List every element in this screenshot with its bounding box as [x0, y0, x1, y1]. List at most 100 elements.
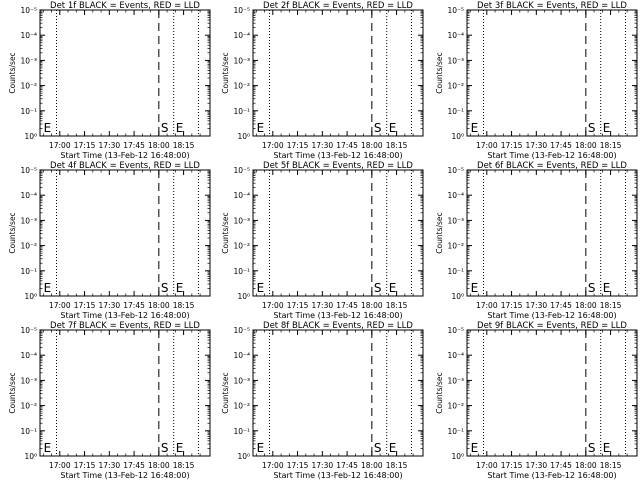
- start-marker-label: S: [374, 281, 382, 295]
- y-tick-label: 10⁻¹: [20, 107, 37, 116]
- x-tick-label: 17:15: [287, 301, 309, 310]
- y-tick-label: 10⁻¹: [233, 427, 250, 436]
- x-tick-label: 17:30: [526, 301, 548, 310]
- y-tick-label: 10⁰: [24, 452, 37, 461]
- y-tick-label: 10⁻⁴: [447, 351, 464, 360]
- x-axis-label: Start Time (13-Feb-12 16:48:00): [60, 311, 189, 320]
- x-tick-label: 18:00: [361, 141, 383, 150]
- detector-panel: Det 6f BLACK = Events, RED = LLD 10⁰ 10⁻¹ 1…: [435, 161, 638, 320]
- x-tick-label: 18:15: [600, 461, 622, 470]
- y-tick-label: 10⁻⁴: [20, 191, 37, 200]
- panel-title: Det 1f BLACK = Events, RED = LLD: [50, 1, 200, 11]
- detector-panel: Det 5f BLACK = Events, RED = LLD 10⁰ 10⁻¹ 1…: [221, 161, 424, 320]
- y-tick-label: 10⁻⁵: [20, 326, 37, 335]
- x-axis-label: Start Time (13-Feb-12 16:48:00): [273, 151, 402, 160]
- y-tick-label: 10⁻²: [447, 402, 464, 411]
- x-tick-label: 18:00: [575, 461, 597, 470]
- y-axis-label: Counts/sec: [8, 372, 17, 413]
- x-tick-label: 17:15: [501, 461, 523, 470]
- y-tick-label: 10⁻¹: [20, 267, 37, 276]
- y-tick-label: 10⁻³: [233, 56, 250, 65]
- plot-frame: [252, 329, 424, 457]
- detector-panel: Det 7f BLACK = Events, RED = LLD 10⁰ 10⁻¹ 1…: [8, 321, 211, 480]
- end-marker-label: E: [257, 121, 265, 135]
- y-tick-label: 10⁻³: [20, 216, 37, 225]
- x-tick-label: 17:30: [99, 301, 121, 310]
- y-tick-label: 10⁻³: [233, 376, 250, 385]
- y-tick-label: 10⁻⁴: [447, 191, 464, 200]
- start-marker-label: S: [588, 281, 596, 295]
- y-tick-label: 10⁻²: [447, 242, 464, 251]
- y-tick-label: 10⁻⁴: [447, 31, 464, 40]
- plot-frame: [252, 9, 424, 137]
- y-tick-label: 10⁻³: [233, 216, 250, 225]
- start-marker-label: S: [161, 441, 169, 455]
- x-tick-label: 18:15: [386, 461, 408, 470]
- y-tick-label: 10⁰: [24, 292, 37, 301]
- y-tick-label: 10⁻²: [233, 82, 250, 91]
- end-marker-label: E: [176, 121, 184, 135]
- y-tick-label: 10⁻⁵: [20, 6, 37, 15]
- y-axis-label: Counts/sec: [221, 212, 230, 253]
- x-tick-label: 18:00: [148, 461, 170, 470]
- y-tick-label: 10⁰: [451, 292, 464, 301]
- y-tick-label: 10⁰: [237, 452, 250, 461]
- panel-title: Det 7f BLACK = Events, RED = LLD: [50, 321, 200, 331]
- x-tick-label: 18:15: [386, 141, 408, 150]
- end-marker-label: E: [389, 281, 397, 295]
- x-tick-label: 17:45: [550, 141, 572, 150]
- detector-panel: Det 1f BLACK = Events, RED = LLD 10⁰ 10⁻¹ 1…: [8, 1, 211, 160]
- x-tick-label: 17:00: [49, 461, 71, 470]
- end-marker-label: E: [603, 281, 611, 295]
- panel-title: Det 6f BLACK = Events, RED = LLD: [477, 161, 627, 171]
- x-tick-label: 18:15: [386, 301, 408, 310]
- y-tick-label: 10⁻³: [20, 376, 37, 385]
- plot-frame: [39, 169, 211, 297]
- x-tick-label: 17:00: [49, 301, 71, 310]
- y-axis-label: Counts/sec: [435, 372, 444, 413]
- start-marker-label: S: [374, 441, 382, 455]
- y-tick-label: 10⁻²: [233, 242, 250, 251]
- start-marker-label: S: [588, 441, 596, 455]
- x-tick-label: 17:00: [262, 461, 284, 470]
- plot-frame: [39, 329, 211, 457]
- end-marker-label: E: [44, 281, 52, 295]
- x-tick-label: 17:00: [262, 301, 284, 310]
- y-tick-label: 10⁰: [451, 452, 464, 461]
- x-tick-label: 17:45: [550, 301, 572, 310]
- x-axis-label: Start Time (13-Feb-12 16:48:00): [487, 151, 616, 160]
- x-tick-label: 18:00: [361, 461, 383, 470]
- y-tick-label: 10⁻²: [447, 82, 464, 91]
- x-tick-label: 17:45: [123, 461, 145, 470]
- start-marker-label: S: [374, 121, 382, 135]
- x-tick-label: 17:00: [49, 141, 71, 150]
- panel-title: Det 2f BLACK = Events, RED = LLD: [263, 1, 413, 11]
- panel-title: Det 8f BLACK = Events, RED = LLD: [263, 321, 413, 331]
- x-tick-label: 17:30: [312, 141, 334, 150]
- detector-panel: Det 8f BLACK = Events, RED = LLD 10⁰ 10⁻¹ 1…: [221, 321, 424, 480]
- y-tick-label: 10⁰: [24, 132, 37, 141]
- y-axis-label: Counts/sec: [435, 52, 444, 93]
- x-tick-label: 17:00: [476, 301, 498, 310]
- panel-title: Det 9f BLACK = Events, RED = LLD: [477, 321, 627, 331]
- x-tick-label: 18:00: [575, 301, 597, 310]
- y-tick-label: 10⁻⁵: [447, 6, 464, 15]
- plot-frame: [39, 9, 211, 137]
- x-tick-label: 17:45: [123, 301, 145, 310]
- x-tick-label: 18:00: [148, 141, 170, 150]
- x-tick-label: 17:15: [74, 301, 96, 310]
- end-marker-label: E: [176, 441, 184, 455]
- end-marker-label: E: [44, 121, 52, 135]
- x-axis-label: Start Time (13-Feb-12 16:48:00): [273, 471, 402, 480]
- detector-panel: Det 2f BLACK = Events, RED = LLD 10⁰ 10⁻¹ 1…: [221, 1, 424, 160]
- y-tick-label: 10⁻³: [447, 56, 464, 65]
- y-tick-label: 10⁰: [237, 132, 250, 141]
- start-marker-label: S: [161, 121, 169, 135]
- y-tick-label: 10⁻⁴: [20, 351, 37, 360]
- y-tick-label: 10⁻⁵: [447, 326, 464, 335]
- x-tick-label: 17:45: [550, 461, 572, 470]
- y-axis-label: Counts/sec: [8, 212, 17, 253]
- y-tick-label: 10⁻³: [447, 216, 464, 225]
